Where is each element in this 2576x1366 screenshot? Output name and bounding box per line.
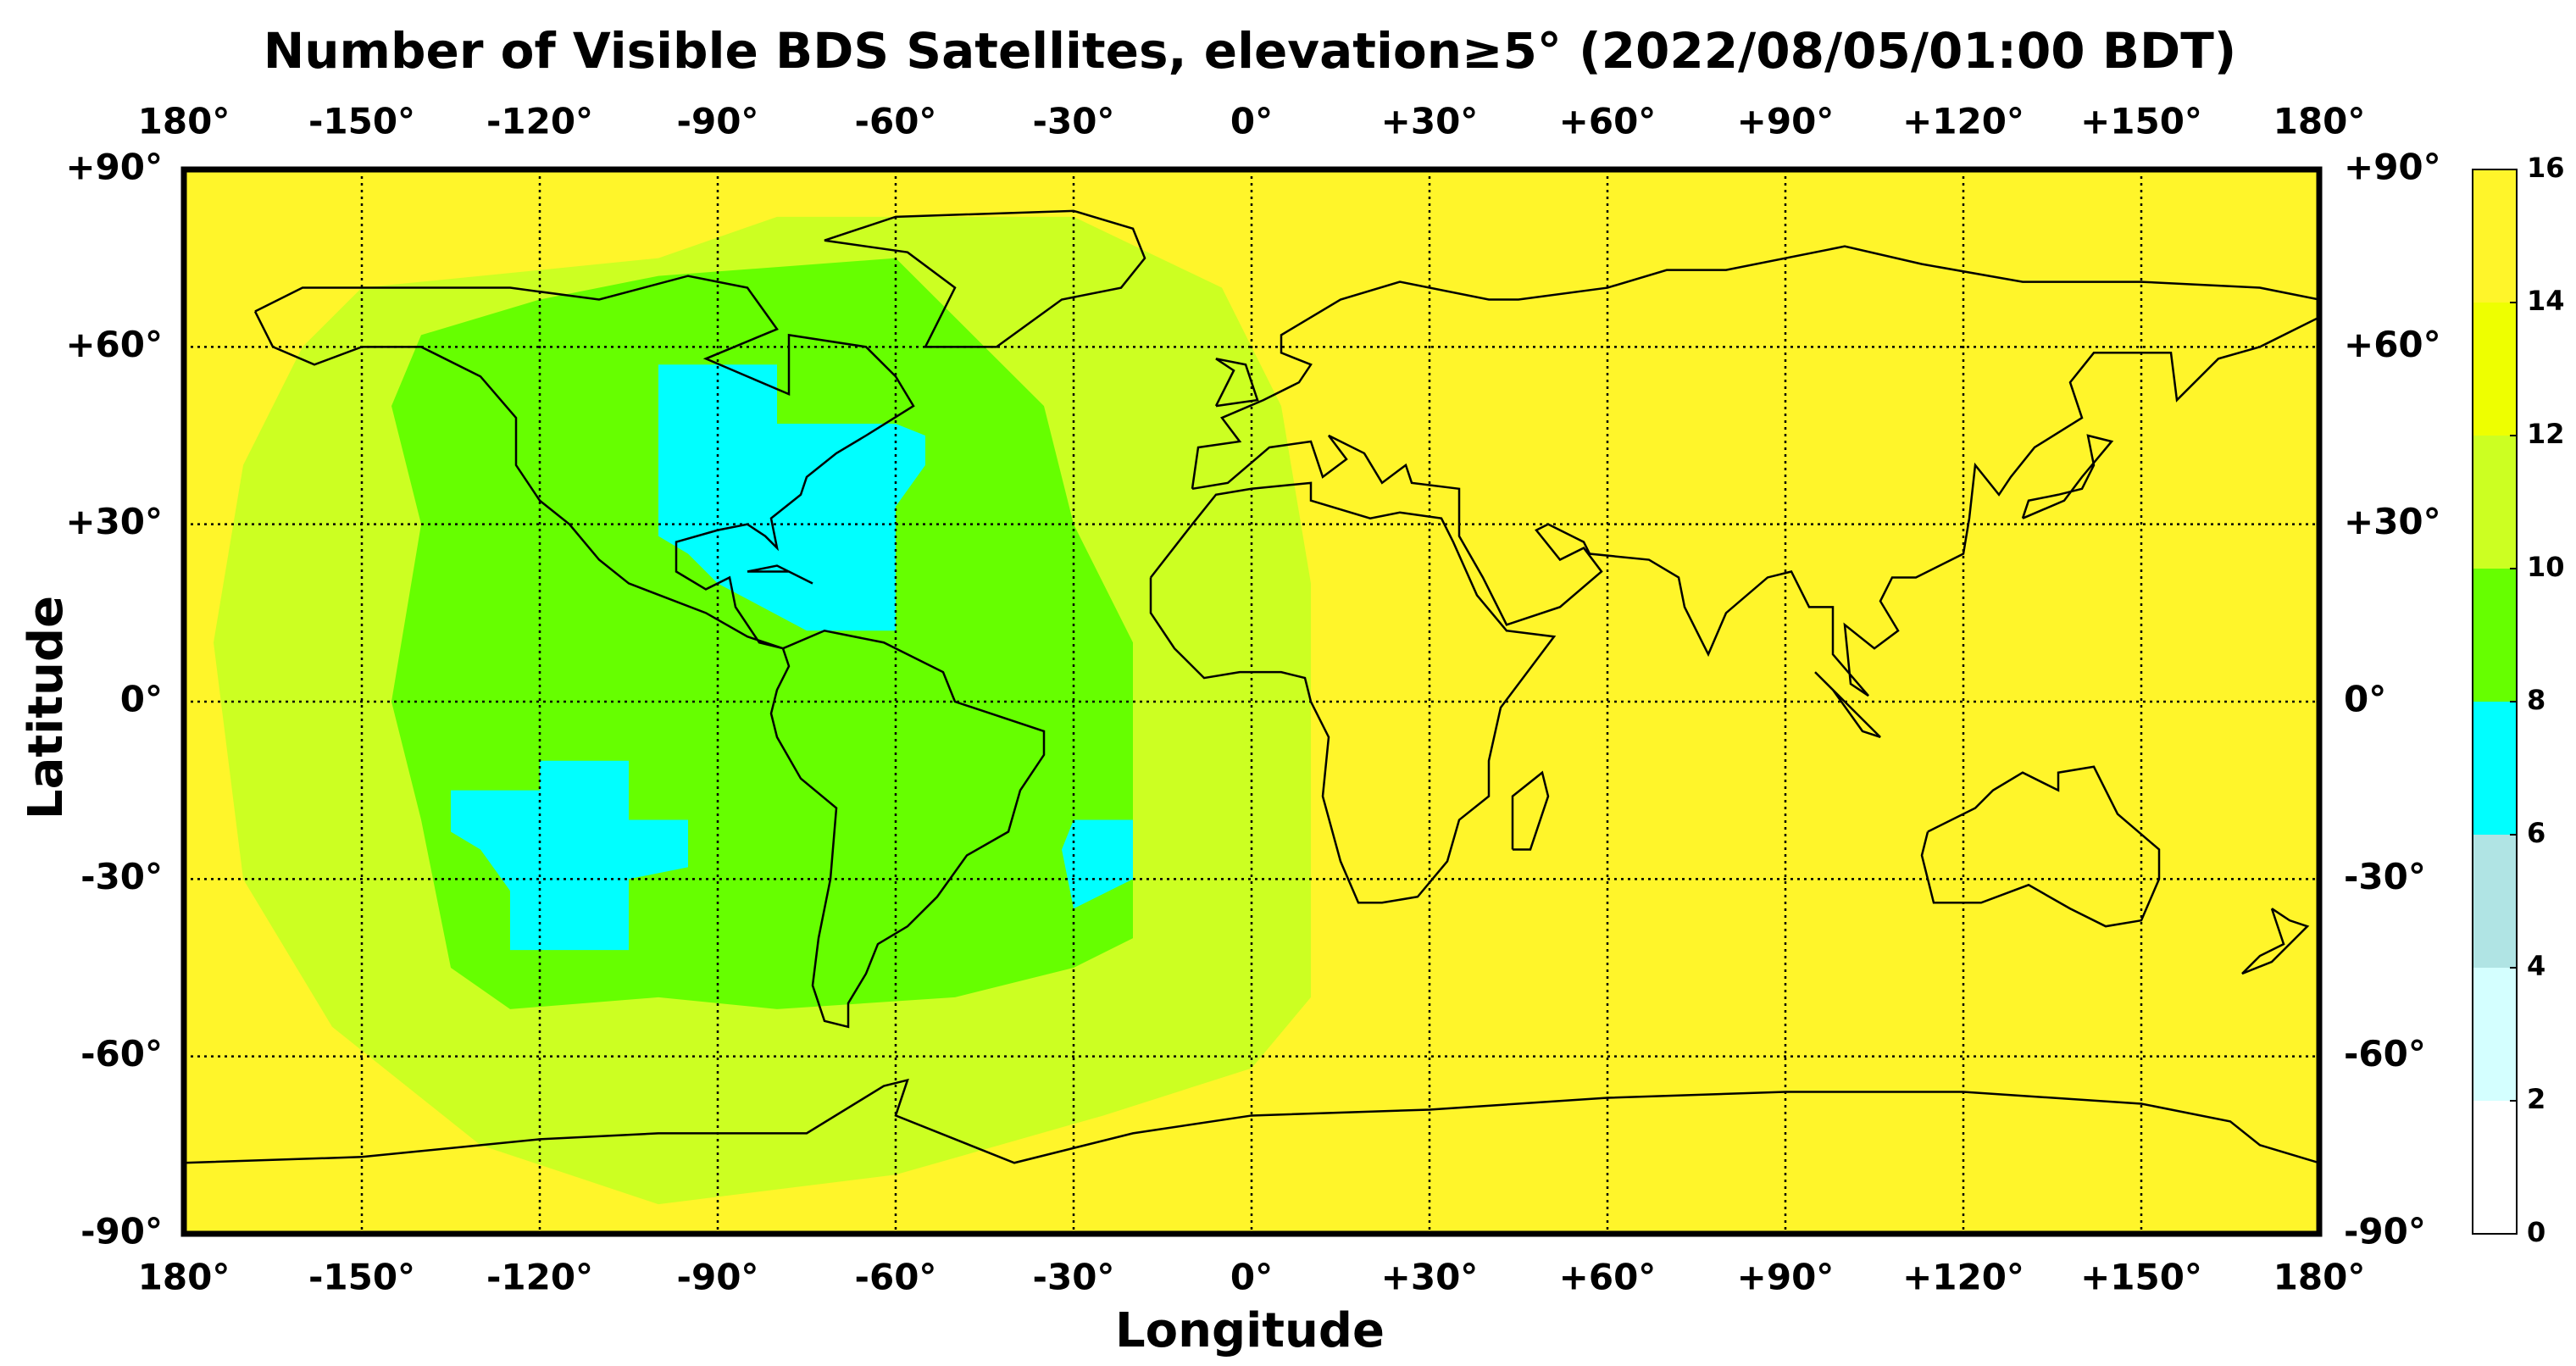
coastline [2021,434,2114,519]
colorbar-tick-label: 6 [2527,817,2545,849]
coastline [183,1078,2320,1164]
colorbar-segment [2473,835,2517,968]
x-tick-label: +60° [1559,101,1657,142]
colorbar-tick-label: 4 [2527,950,2545,982]
visibility-region [658,364,925,631]
plot-frame [180,166,2323,1237]
x-tick-label: 180° [2273,1257,2366,1298]
x-tick-label: +150° [2080,101,2202,142]
x-tick-label: -150° [308,1257,415,1298]
coastline [769,629,1046,1029]
coastline [824,209,1146,348]
overlay: 180° 180° -150° -150° -120° -120° -90° -90° -60°… [65,101,2564,1298]
x-tick-label: 0° [1230,1257,1273,1298]
colorbar-segment [2473,169,2517,303]
colorbar-segment [2473,303,2517,436]
colorbar-segment [2473,968,2517,1101]
x-tick-label: +120° [1902,1257,2024,1298]
y-tick-label: -90° [80,1211,163,1252]
colorbar-tick-label: 8 [2527,684,2545,716]
coastline [747,564,813,585]
colorbar-segment [2473,436,2517,569]
x-tick-label: 180° [2273,101,2366,142]
colorbar-tick-label: 0 [2527,1216,2545,1248]
x-axis-label: Longitude [1115,1303,1385,1358]
x-tick-label: -60° [855,101,937,142]
colorbar-segment [2473,702,2517,835]
colorbar-frame [2472,169,2518,1235]
x-tick-label: +120° [1902,101,2024,142]
y-tick-label: +30° [2344,501,2441,542]
coastlines [183,209,2321,1164]
colorbar-tick-label: 14 [2527,285,2565,317]
chart-title: Number of Visible BDS Satellites, elevat… [264,22,2237,80]
coastline [1920,765,2161,928]
colorbar-tick-label: 10 [2527,551,2565,583]
colorbar-tick-label: 2 [2527,1083,2545,1115]
y-tick-label: +90° [2344,147,2441,188]
colorbar-segment [2473,569,2517,702]
x-tick-label: -30° [1033,101,1115,142]
y-tick-label: -30° [80,856,163,897]
y-tick-label: -60° [2344,1033,2426,1074]
y-tick-label: +60° [65,324,163,365]
y-axis-label: Latitude [19,596,74,819]
colorbar-segment [2473,1101,2517,1234]
y-tick-label: 0° [2344,679,2386,720]
y-tick-label: +30° [65,501,163,542]
x-tick-label: +30° [1381,1257,1479,1298]
x-tick-label: 180° [138,1257,230,1298]
x-tick-label: -150° [308,101,415,142]
x-tick-label: -90° [677,101,759,142]
x-tick-label: +150° [2080,1257,2202,1298]
colorbar-tick-label: 12 [2527,418,2565,450]
coastline [2241,908,2310,975]
x-tick-label: -30° [1033,1257,1115,1298]
colorbar-tick-label: 16 [2527,152,2565,184]
y-tick-label: -60° [80,1033,163,1074]
coastline [1191,245,2321,697]
y-tick-label: 0° [120,679,163,720]
x-tick-label: 0° [1230,101,1273,142]
x-tick-label: -60° [855,1257,937,1298]
x-tick-label: -90° [677,1257,759,1298]
x-tick-label: +90° [1737,1257,1835,1298]
x-tick-label: -120° [486,1257,593,1298]
y-tick-label: +60° [2344,324,2441,365]
y-tick-label: +90° [65,147,163,188]
y-tick-label: -30° [2344,856,2426,897]
x-tick-label: +60° [1559,1257,1657,1298]
x-tick-label: +90° [1737,101,1835,142]
coastline [1814,671,1881,739]
coastline [1511,770,1550,851]
y-tick-label: -90° [2344,1211,2426,1252]
x-tick-label: -120° [486,101,593,142]
visibility-region [451,760,688,951]
x-tick-label: 180° [138,101,230,142]
coastline [1149,481,1557,904]
visibility-region [1062,819,1133,909]
x-tick-label: +30° [1381,101,1479,142]
